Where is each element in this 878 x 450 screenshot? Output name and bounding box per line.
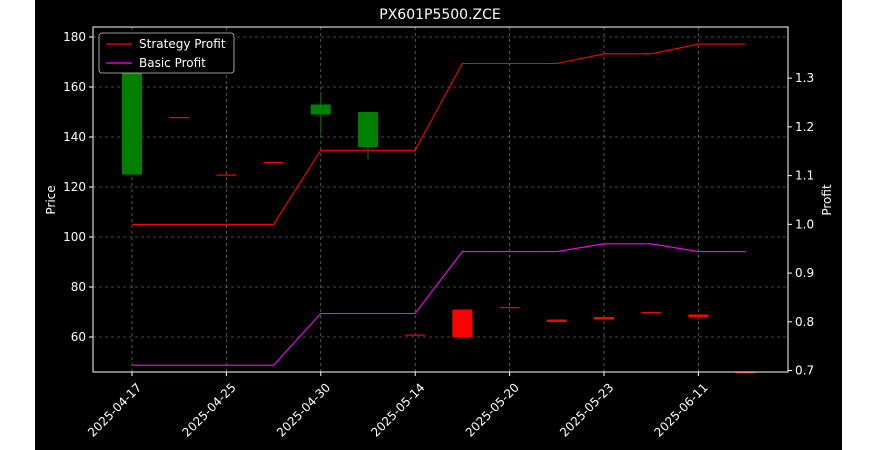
y-tick-label-right: 0.9 xyxy=(795,266,814,280)
candle-body xyxy=(641,312,662,314)
x-tick-label: 2025-05-23 xyxy=(557,380,616,439)
profit-lines xyxy=(132,43,746,366)
plot-frame xyxy=(92,26,789,373)
candle-body xyxy=(122,44,142,175)
x-axis-ticks: 2025-04-17 2025-04-25 2025-04-30 2025-05-14… xyxy=(85,372,711,440)
legend-label: Strategy Profit xyxy=(139,37,226,51)
y-tick-label-left: 120 xyxy=(63,180,86,194)
chart-title: PX601P5500.ZCE xyxy=(379,7,501,23)
x-tick-label: 2025-04-17 xyxy=(85,380,144,439)
legend: Strategy Profit Basic Profit xyxy=(98,32,235,74)
x-tick-label: 2025-04-30 xyxy=(274,380,333,439)
y-tick-label-left: 140 xyxy=(63,130,86,144)
left-axis-label: Price xyxy=(44,185,58,214)
chart-figure: 2025-04-17 2025-04-25 2025-04-30 2025-05-14… xyxy=(35,0,842,450)
candle-body xyxy=(310,104,331,115)
candle-body xyxy=(263,162,284,164)
x-tick-label: 2025-05-14 xyxy=(368,380,427,439)
y-tick-label-left: 180 xyxy=(63,30,86,44)
candle-body xyxy=(358,112,378,147)
left-y-axis-ticks: 60 80 100 120 140 160 180 xyxy=(63,30,93,344)
right-y-axis-ticks: 0.7 0.8 0.9 1.0 1.1 1.2 1.3 xyxy=(788,71,814,378)
right-axis-label: Profit xyxy=(820,184,834,216)
x-tick-label: 2025-05-20 xyxy=(463,380,522,439)
series-line xyxy=(132,243,746,366)
x-tick-label: 2025-06-11 xyxy=(652,380,711,439)
candle-body xyxy=(169,117,190,119)
y-tick-label-right: 1.2 xyxy=(795,120,814,134)
series-line xyxy=(132,43,746,225)
candle-body xyxy=(452,309,473,337)
chart-svg: 2025-04-17 2025-04-25 2025-04-30 2025-05-14… xyxy=(44,7,834,440)
candle-body xyxy=(594,317,614,320)
candle-body xyxy=(499,307,520,309)
y-tick-label-left: 100 xyxy=(63,230,86,244)
y-tick-label-left: 80 xyxy=(71,280,86,294)
candle-body xyxy=(735,372,756,374)
y-tick-label-right: 1.0 xyxy=(795,217,814,231)
legend-label: Basic Profit xyxy=(139,56,206,70)
y-tick-label-right: 0.7 xyxy=(795,364,814,378)
x-tick-label: 2025-04-25 xyxy=(180,380,239,439)
legend-box xyxy=(98,32,235,74)
y-tick-label-right: 1.3 xyxy=(795,71,814,85)
y-tick-label-right: 1.1 xyxy=(795,169,814,183)
grid xyxy=(93,27,788,372)
candle-body xyxy=(688,314,709,317)
y-tick-label-right: 0.8 xyxy=(795,315,814,329)
y-tick-label-left: 160 xyxy=(63,80,86,94)
candles xyxy=(122,44,756,374)
y-tick-label-left: 60 xyxy=(71,330,86,344)
candle-body xyxy=(216,174,237,176)
candle-body xyxy=(405,334,426,336)
candle-body xyxy=(546,319,567,322)
